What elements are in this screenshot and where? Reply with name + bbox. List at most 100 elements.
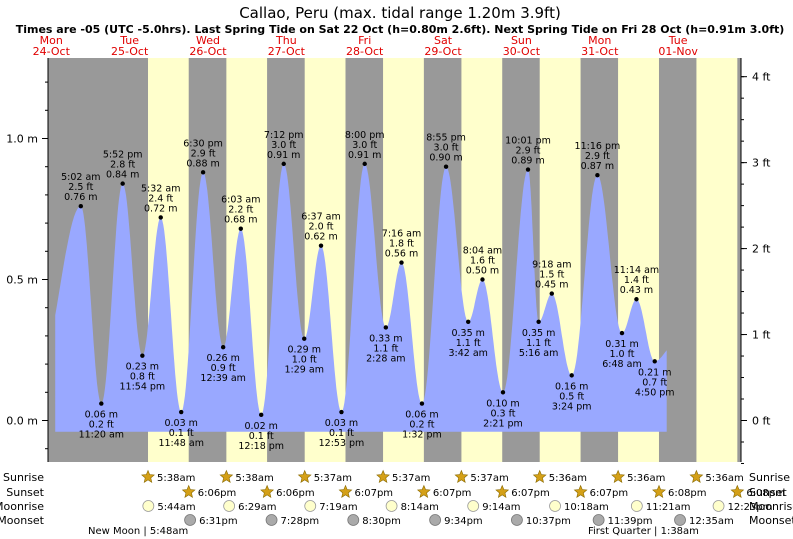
tide-feet: 0.1 ft <box>249 431 274 442</box>
tide-time: 7:12 pm <box>264 130 304 141</box>
right-tick-label: 2 ft <box>752 243 771 256</box>
sun-star-icon <box>338 484 353 498</box>
tide-metres: 0.02 m <box>244 421 277 432</box>
right-tick-label: 3 ft <box>752 157 771 170</box>
tide-point <box>536 319 541 324</box>
sun-moon-rows: SunriseSunriseSunsetSunsetMoonriseMoonri… <box>0 469 793 537</box>
right-tick-label: 4 ft <box>752 71 771 84</box>
tide-time: 6:37 am <box>301 212 340 223</box>
tide-feet: 1.6 ft <box>470 256 495 267</box>
tide-time: 6:30 pm <box>183 138 223 149</box>
tide-feet: 2.4 ft <box>148 193 173 204</box>
day-name: Fri <box>358 34 371 47</box>
tide-time: 5:02 am <box>61 172 100 183</box>
sun-star-icon <box>730 484 745 498</box>
tide-point <box>595 172 600 178</box>
tide-point <box>99 401 104 406</box>
tide-point <box>140 353 145 358</box>
row-time: 6:06pm <box>276 488 315 499</box>
moonset-icon <box>265 514 278 526</box>
day-date: 01-Nov <box>658 45 698 58</box>
row-time: 6:07pm <box>590 488 629 499</box>
sun-star-icon <box>219 469 234 483</box>
tide-metres: 0.03 m <box>325 418 358 429</box>
tide-feet: 0.9 ft <box>211 363 236 374</box>
row-time: 12:23pm <box>728 502 773 513</box>
tide-time: 3:42 am <box>448 348 487 359</box>
tide-time: 11:14 am <box>614 265 659 276</box>
tide-time: 6:03 am <box>221 195 260 206</box>
tide-feet: 3.0 ft <box>434 143 459 154</box>
tide-metres: 0.06 m <box>85 410 118 421</box>
tide-point <box>302 336 307 341</box>
left-tick-label: 1.0 m <box>6 133 38 146</box>
tide-time: 2:28 am <box>366 353 405 364</box>
tide-point <box>179 409 184 415</box>
tide-metres: 0.35 m <box>451 328 484 339</box>
tide-metres: 0.10 m <box>486 398 519 409</box>
row-time: 6:07pm <box>355 488 394 499</box>
moon-phase-label: First Quarter | 1:38am <box>588 526 699 537</box>
row-time: 9:14am <box>482 502 520 513</box>
row-label-right: Moonrise <box>749 500 793 513</box>
moonset-icon <box>347 514 360 526</box>
tide-point <box>259 412 264 418</box>
tide-time: 11:54 pm <box>120 382 166 393</box>
tide-point <box>652 359 657 364</box>
tide-time: 6:48 am <box>602 359 641 370</box>
tide-point <box>339 409 344 415</box>
row-time: 11:21am <box>646 502 691 513</box>
sun-star-icon <box>689 469 704 483</box>
tide-point <box>549 291 554 296</box>
tide-point <box>220 344 226 350</box>
row-time: 5:36am <box>627 473 665 484</box>
row-time: 8:30pm <box>362 516 401 527</box>
day-date: 27-Oct <box>268 45 306 58</box>
tide-feet: 1.4 ft <box>624 275 649 286</box>
row-label-left: Moonset <box>0 514 45 527</box>
moonrise-icon <box>223 500 236 512</box>
day-headers: Mon24-OctTue25-OctWed26-OctThu27-OctFri2… <box>33 34 699 58</box>
tide-point <box>383 325 389 330</box>
chart-subtitle: Times are -05 (UTC -5.0hrs). Last Spring… <box>16 23 785 36</box>
tide-metres: 0.29 m <box>288 345 321 356</box>
day-name: Thu <box>275 34 297 47</box>
moonrise-icon <box>630 500 643 512</box>
right-tick-label: 1 ft <box>752 329 771 342</box>
tide-metres: 0.76 m <box>64 192 97 203</box>
tide-feet: 0.1 ft <box>169 428 194 439</box>
tide-point <box>500 390 506 395</box>
sun-star-icon <box>141 469 155 483</box>
tide-point <box>158 215 163 220</box>
tide-metres: 0.72 m <box>144 203 177 214</box>
sun-star-icon <box>532 469 547 483</box>
tide-time: 11:48 am <box>158 438 203 449</box>
row-time: 5:37am <box>392 473 430 484</box>
moonrise-icon <box>549 500 561 512</box>
sun-star-icon <box>260 484 275 498</box>
row-time: 10:37pm <box>526 516 571 527</box>
tide-metres: 0.16 m <box>555 381 588 392</box>
day-date: 25-Oct <box>111 45 149 58</box>
tide-point <box>362 161 367 167</box>
day-name: Mon <box>40 34 63 47</box>
tide-time: 1:29 am <box>285 365 324 376</box>
row-time: 5:38am <box>235 473 273 484</box>
tide-time: 12:39 am <box>200 373 245 384</box>
row-label-left: Moonrise <box>0 500 44 513</box>
tide-point <box>525 167 531 172</box>
tide-point <box>238 226 243 231</box>
tide-feet: 0.3 ft <box>490 408 515 419</box>
moonset-icon <box>674 514 686 526</box>
row-time: 10:18am <box>564 502 609 513</box>
chart-title: Callao, Peru (max. tidal range 1.20m 3.9… <box>239 4 561 22</box>
row-time: 6:08pm <box>746 488 785 499</box>
tide-point <box>78 203 84 209</box>
row-time: 12:35am <box>689 516 734 527</box>
tide-feet: 1.1 ft <box>456 338 481 349</box>
moonset-icon <box>184 514 196 526</box>
sun-star-icon <box>495 484 510 498</box>
tide-metres: 0.06 m <box>405 410 438 421</box>
